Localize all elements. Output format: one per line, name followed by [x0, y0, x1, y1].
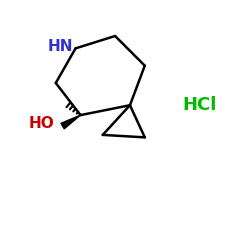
- Text: HCl: HCl: [182, 96, 216, 114]
- Text: HO: HO: [28, 116, 54, 131]
- Text: HN: HN: [48, 39, 74, 54]
- Polygon shape: [61, 115, 80, 129]
